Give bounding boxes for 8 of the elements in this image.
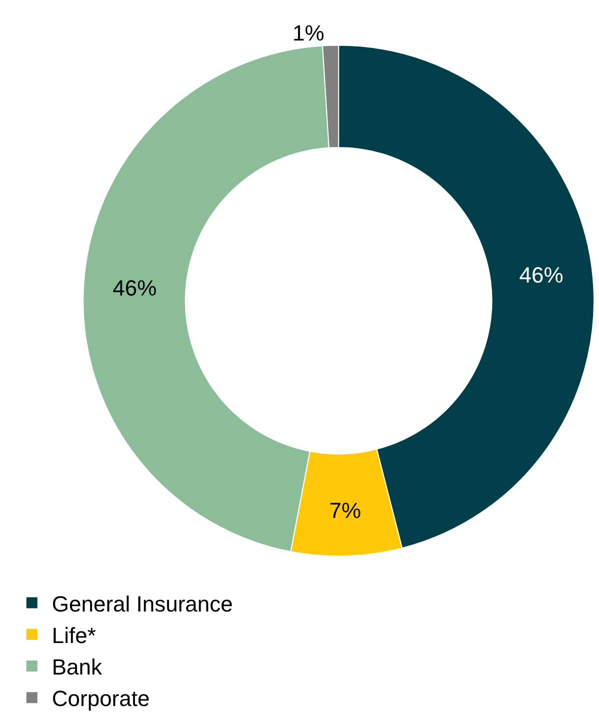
legend-label: Corporate xyxy=(52,686,150,712)
data-label: 1% xyxy=(292,20,324,46)
data-label: 7% xyxy=(329,498,362,523)
legend-label: Life* xyxy=(52,622,96,648)
legend-label: Bank xyxy=(52,654,104,680)
legend-label: General Insurance xyxy=(52,591,233,616)
data-label: 46% xyxy=(519,262,564,288)
data-label: 46% xyxy=(112,275,157,300)
